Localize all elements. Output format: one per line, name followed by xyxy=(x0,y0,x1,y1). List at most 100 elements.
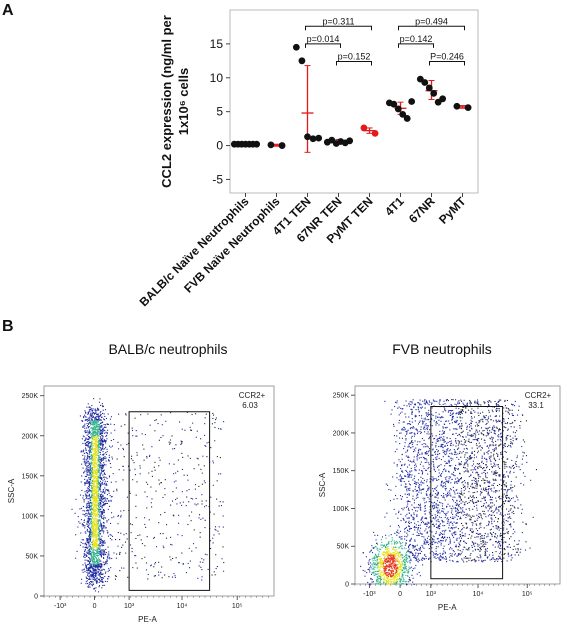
event-dot xyxy=(96,563,98,565)
p-value-label: p=0.142 xyxy=(400,34,433,44)
event-dot xyxy=(181,535,183,537)
event-dot xyxy=(98,487,101,489)
event-dot xyxy=(90,570,92,573)
event-dot xyxy=(84,470,86,472)
event-dot xyxy=(400,578,402,580)
event-dot xyxy=(214,422,216,424)
event-dot xyxy=(468,456,470,458)
event-dot xyxy=(86,430,88,432)
event-dot xyxy=(205,500,207,502)
event-dot xyxy=(100,563,102,565)
event-dot xyxy=(214,426,216,429)
event-dot xyxy=(90,555,92,557)
event-dot xyxy=(90,553,93,555)
event-dot xyxy=(92,575,94,577)
event-dot xyxy=(89,421,91,423)
event-dot xyxy=(83,521,85,523)
event-dot xyxy=(95,580,98,582)
event-dot xyxy=(98,458,100,460)
event-dot xyxy=(384,563,386,565)
event-dot xyxy=(433,477,435,480)
event-dot xyxy=(99,552,101,554)
event-dot xyxy=(86,434,88,436)
event-dot xyxy=(124,541,127,543)
event-dot xyxy=(94,520,96,522)
event-dot xyxy=(406,496,408,499)
event-dot xyxy=(96,517,98,520)
event-dot xyxy=(84,551,86,553)
event-dot xyxy=(103,463,105,465)
event-dot xyxy=(222,501,224,503)
event-dot xyxy=(101,477,103,479)
event-dot xyxy=(96,572,98,575)
event-dot xyxy=(431,531,433,533)
event-dot xyxy=(421,406,424,408)
event-dot xyxy=(96,469,98,471)
event-dot xyxy=(481,433,483,435)
event-dot xyxy=(99,520,101,522)
event-dot xyxy=(402,563,404,565)
event-dot xyxy=(86,427,88,429)
event-dot xyxy=(101,507,103,509)
event-dot xyxy=(91,509,93,511)
event-dot xyxy=(85,469,87,471)
event-dot xyxy=(102,517,104,519)
event-dot xyxy=(456,499,458,501)
event-dot xyxy=(97,539,99,541)
event-dot xyxy=(101,433,103,435)
event-dot xyxy=(397,578,399,580)
event-dot xyxy=(92,408,94,410)
event-dot xyxy=(431,478,433,480)
event-dot xyxy=(192,498,194,500)
event-dot xyxy=(174,447,176,450)
event-dot xyxy=(89,574,92,576)
event-dot xyxy=(84,425,86,427)
event-dot xyxy=(496,427,498,429)
event-dot xyxy=(505,541,507,543)
event-dot xyxy=(217,530,219,532)
event-dot xyxy=(90,454,92,457)
event-dot xyxy=(96,447,98,449)
event-dot xyxy=(391,575,393,577)
event-dot xyxy=(182,563,184,565)
x-tick-label: 0 xyxy=(93,603,97,610)
event-dot xyxy=(87,423,90,425)
event-dot xyxy=(484,532,486,535)
event-dot xyxy=(84,478,86,480)
event-dot xyxy=(451,417,453,419)
event-dot xyxy=(398,547,400,549)
event-dot xyxy=(90,515,92,517)
event-dot xyxy=(103,554,105,556)
event-dot xyxy=(95,575,97,577)
event-dot xyxy=(98,550,100,552)
data-point xyxy=(408,98,416,105)
event-dot xyxy=(380,571,382,574)
event-dot xyxy=(101,432,104,435)
event-dot xyxy=(428,486,430,488)
event-dot xyxy=(97,434,99,436)
event-dot xyxy=(104,525,106,527)
event-dot xyxy=(90,520,92,522)
event-dot xyxy=(91,573,93,575)
event-dot xyxy=(369,583,371,585)
event-dot xyxy=(394,574,396,576)
event-dot xyxy=(455,438,457,440)
event-dot xyxy=(89,534,91,536)
event-dot xyxy=(396,531,399,533)
event-dot xyxy=(89,557,91,559)
event-dot xyxy=(510,441,512,443)
event-dot xyxy=(388,564,390,566)
event-dot xyxy=(94,492,96,494)
event-dot xyxy=(408,489,410,491)
event-dot xyxy=(398,553,400,555)
event-dot xyxy=(388,540,390,543)
event-dot xyxy=(100,430,102,432)
event-dot xyxy=(390,572,393,574)
event-dot xyxy=(92,483,94,485)
event-dot xyxy=(387,555,389,557)
event-dot xyxy=(389,560,391,563)
event-dot xyxy=(408,581,410,583)
event-dot xyxy=(117,531,119,534)
event-dot xyxy=(512,548,514,551)
event-dot xyxy=(99,465,101,467)
